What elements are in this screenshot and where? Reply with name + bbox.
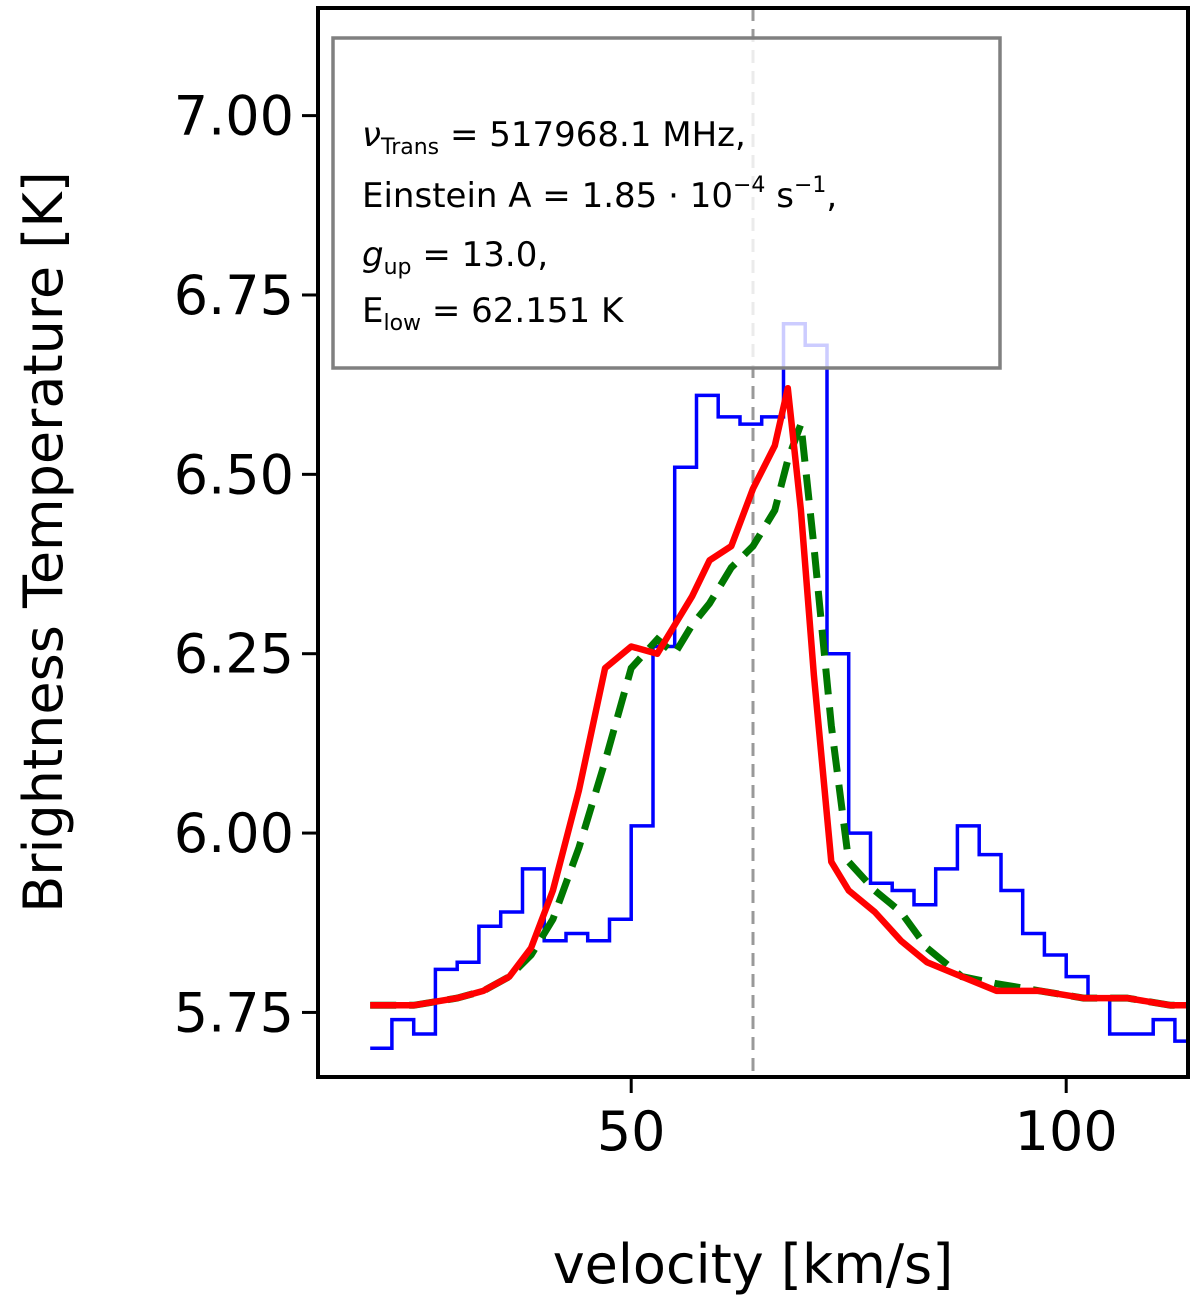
y-tick-label: 6.50 (174, 443, 294, 506)
y-tick-label: 6.00 (174, 802, 294, 865)
y-tick-label: 6.25 (174, 623, 294, 686)
info-line-e-low: Elow = 62.151 K (362, 291, 625, 336)
info-line-frequency: νTrans = 517968.1 MHz, (362, 115, 746, 160)
info-box: νTrans = 517968.1 MHz, Einstein A = 1.85… (331, 36, 1002, 370)
info-box-frame (331, 36, 1002, 370)
x-axis-label: velocity [km/s] (553, 1233, 954, 1296)
info-line-einstein-a: Einstein A = 1.85 · 10−4 s−1, (362, 173, 837, 216)
model-fit-solid-line (370, 384, 1188, 1009)
plot-area: νTrans = 517968.1 MHz, Einstein A = 1.85… (331, 8, 1188, 1077)
y-tick-label: 5.75 (174, 981, 294, 1044)
info-line-g-up: gup = 13.0, (362, 235, 548, 280)
y-tick-label: 6.75 (174, 264, 294, 327)
plot-frame (316, 6, 1190, 1079)
x-tick-label: 50 (597, 1100, 666, 1163)
x-axis: 50 100 (597, 1077, 1118, 1163)
y-axis: 5.75 6.00 6.25 6.50 6.75 7.00 (174, 85, 318, 1044)
y-tick-label: 7.00 (174, 85, 294, 148)
x-tick-label: 100 (1015, 1100, 1118, 1163)
y-axis-label: Brightness Temperature [K] (12, 171, 75, 913)
